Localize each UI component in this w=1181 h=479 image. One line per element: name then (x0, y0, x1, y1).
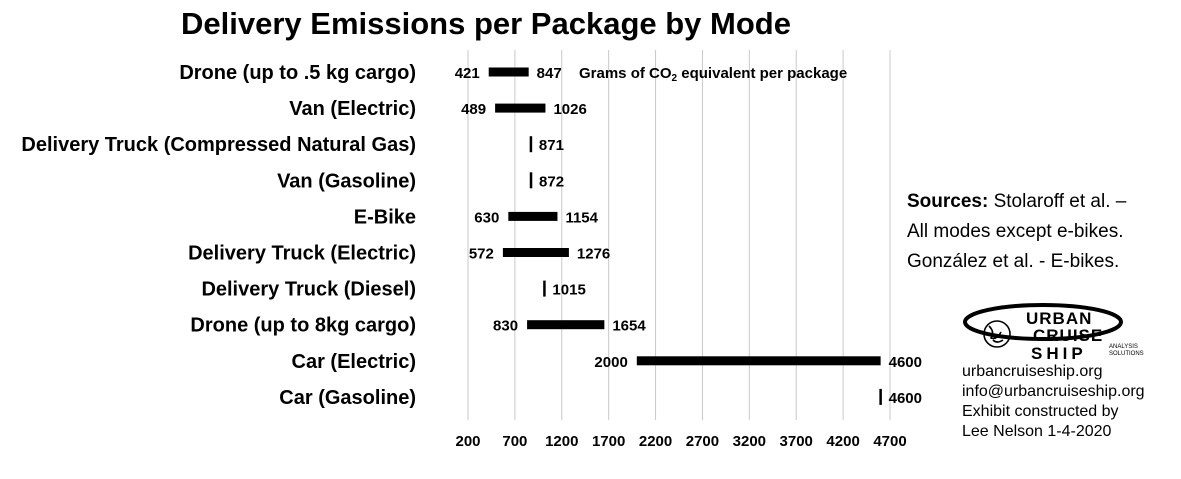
svg-text:URBAN: URBAN (1026, 309, 1092, 328)
high-value-label: 1026 (553, 101, 586, 118)
email-text: info@urbancruiseship.org (962, 383, 1145, 400)
unit-note-suffix: equivalent per package (677, 65, 847, 82)
high-value-label: 1654 (612, 318, 646, 335)
high-value-label: 4600 (889, 354, 922, 371)
x-tick-label: 2700 (686, 433, 719, 450)
low-value-label: 2000 (594, 354, 627, 371)
category-label: Delivery Truck (Electric) (188, 243, 416, 265)
unit-note-prefix: Grams of CO (579, 65, 672, 82)
unit-note-sub: 2 (672, 73, 678, 84)
chart-title: Delivery Emissions per Package by Mode (181, 6, 791, 41)
high-value-label: 1154 (565, 209, 598, 226)
category-label: E-Bike (354, 206, 416, 228)
range-bar (636, 356, 881, 366)
range-marker (529, 136, 533, 153)
sources-note: Sources: Stolaroff et al. – All modes ex… (907, 187, 1177, 277)
x-tick-label: 1700 (592, 433, 625, 450)
sources-heading: Sources: (907, 191, 989, 212)
low-value-label: 572 (469, 246, 494, 263)
x-tick-label: 1200 (545, 433, 578, 450)
range-bars (488, 67, 882, 405)
high-value-label: 872 (539, 173, 564, 190)
value-labels: 421 847 489 1026 871 872 630 1154 572 1276 1015 830… (455, 65, 922, 407)
urban-cruise-ship-logo: URBAN CRUISE SHIP ANALYSIS SOLUTIONS (963, 300, 1153, 363)
x-axis-ticks: 200 700 1200 1700 2200 2700 3200 3700 4200 4700 (455, 433, 906, 450)
category-label: Drone (up to 8kg cargo) (190, 315, 416, 337)
x-tick-label: 4700 (873, 433, 906, 450)
range-bar (527, 320, 605, 330)
low-value-label: 489 (461, 101, 486, 118)
svg-text:SHIP: SHIP (1031, 344, 1087, 362)
high-value-label: 4600 (889, 390, 922, 407)
credit-line-2: Lee Nelson 1-4-2020 (962, 423, 1112, 440)
category-label: Delivery Truck (Diesel) (201, 279, 416, 301)
category-label: Drone (up to .5 kg cargo) (179, 62, 416, 84)
svg-text:ANALYSIS: ANALYSIS (1109, 344, 1138, 350)
category-label: Car (Electric) (292, 351, 417, 373)
range-marker (879, 388, 882, 405)
high-value-label: 1015 (552, 282, 585, 299)
contact-block: urbancruiseship.org info@urbancruiseship… (962, 362, 1177, 442)
category-label: Delivery Truck (Compressed Natural Gas) (21, 134, 416, 156)
range-bar (495, 103, 546, 113)
range-marker (529, 172, 533, 189)
high-value-label: 1276 (577, 246, 610, 263)
x-tick-label: 3700 (780, 433, 813, 450)
x-tick-label: 2200 (639, 433, 672, 450)
svg-text:CRUISE: CRUISE (1033, 326, 1103, 345)
svg-text:SOLUTIONS: SOLUTIONS (1109, 351, 1144, 357)
category-labels: Drone (up to .5 kg cargo) Van (Electric) D… (21, 62, 416, 409)
website-text: urbancruiseship.org (962, 363, 1103, 380)
x-tick-label: 200 (455, 433, 480, 450)
range-bar (502, 248, 569, 257)
high-value-label: 871 (539, 137, 564, 154)
low-value-label: 630 (474, 209, 499, 226)
sources-line2: All modes except e-bikes. (907, 221, 1124, 242)
category-label: Car (Gasoline) (279, 387, 416, 409)
high-value-label: 847 (537, 65, 562, 82)
x-tick-label: 4200 (826, 433, 859, 450)
credit-line-1: Exhibit constructed by (962, 403, 1119, 420)
sources-line1: Stolaroff et al. – (988, 191, 1127, 212)
range-bar (508, 211, 558, 221)
category-label: Van (Gasoline) (277, 170, 416, 192)
x-tick-label: 3200 (733, 433, 766, 450)
category-label: Van (Electric) (289, 98, 416, 120)
range-marker (543, 280, 546, 297)
sources-line3: González et al. - E-bikes. (907, 251, 1120, 272)
low-value-label: 830 (493, 318, 518, 335)
range-bar (488, 67, 529, 77)
x-tick-label: 700 (502, 433, 527, 450)
unit-note: Grams of CO2 equivalent per package (579, 65, 847, 84)
low-value-label: 421 (455, 65, 480, 82)
